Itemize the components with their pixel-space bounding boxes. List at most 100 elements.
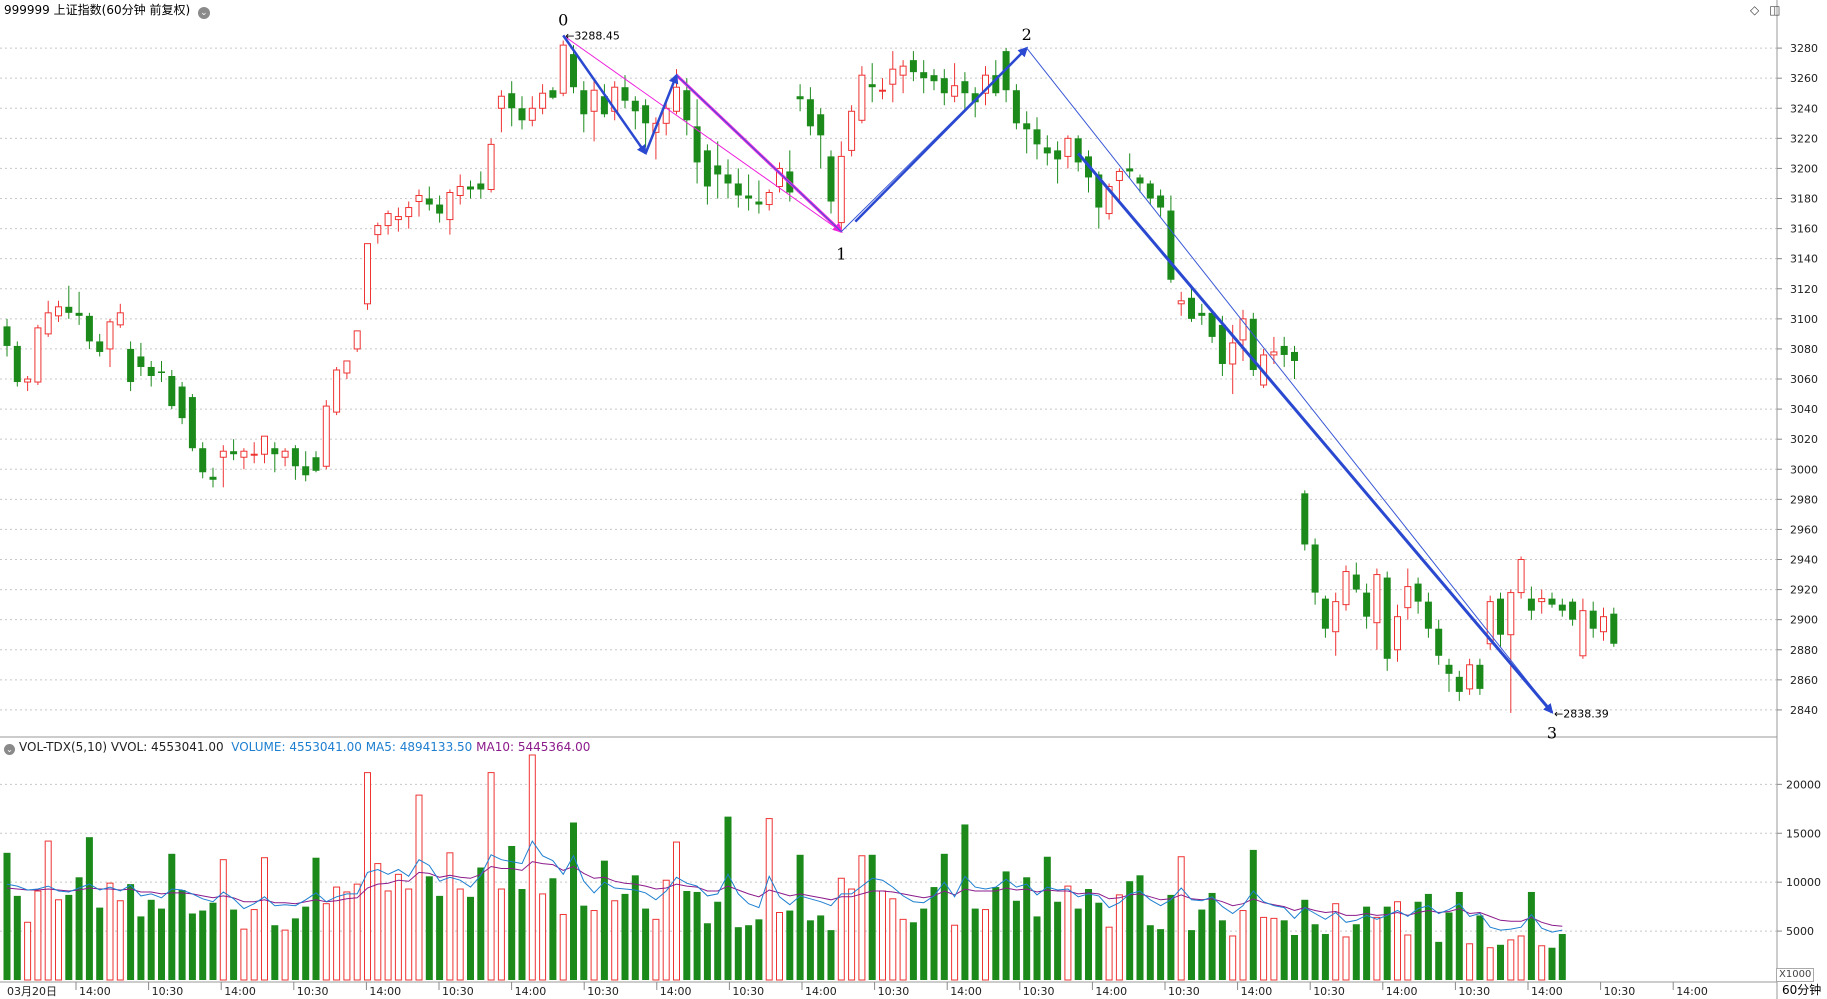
candle [1589, 601, 1597, 638]
volume-bar [1043, 856, 1051, 980]
volume-bar [116, 900, 124, 981]
price-tick-label: 2940 [1790, 554, 1818, 567]
diamond-icon[interactable]: ◇ [1750, 3, 1760, 17]
volume-bar [456, 888, 464, 981]
candle [158, 360, 165, 383]
volume-bar [734, 927, 742, 980]
price-axis: 2840 2860 2880 2900 2920 2940 2960 2980 3000 3020… [1777, 42, 1818, 717]
volume-bar [662, 879, 670, 981]
candle [755, 180, 763, 214]
candle-body [951, 85, 959, 97]
volume-bar [1538, 945, 1546, 981]
candle [539, 84, 547, 115]
volume-bar [508, 845, 516, 980]
candle-body [384, 213, 392, 227]
candle-body [1321, 598, 1329, 629]
candle-body [827, 156, 835, 202]
candle [714, 141, 722, 199]
candle-body [147, 366, 155, 377]
volume-bar [65, 894, 73, 980]
candle [405, 201, 413, 229]
candle [384, 210, 392, 235]
candle-body [374, 225, 382, 236]
candle-body [487, 143, 495, 190]
candle-body [1198, 312, 1206, 316]
candle [75, 291, 83, 325]
candle-body [1095, 174, 1103, 208]
candle-body [353, 330, 361, 350]
volume-bar [1012, 900, 1020, 980]
volume-bar [1424, 893, 1432, 980]
candle [1177, 291, 1185, 316]
candle [580, 81, 588, 133]
candle [353, 330, 361, 352]
price-tick-label: 3220 [1790, 132, 1818, 145]
volume-bar [1229, 935, 1237, 981]
volume-bar [724, 816, 732, 980]
candle-body [1589, 610, 1597, 629]
candle-body [1455, 676, 1463, 692]
candle [837, 141, 845, 232]
price-tick-label: 2900 [1790, 614, 1818, 627]
volume-bar [34, 890, 42, 981]
volume-bar [168, 853, 176, 980]
candle-body [1043, 147, 1051, 154]
volume-bar [1445, 912, 1453, 980]
candle-body [1239, 318, 1247, 341]
candle [1579, 598, 1587, 659]
candle [209, 467, 217, 488]
volume-bar [1054, 901, 1062, 980]
candle [631, 96, 639, 130]
volume-bar [1002, 871, 1010, 980]
candle-body [1270, 351, 1278, 356]
chevron-down-icon[interactable]: ⌄ [4, 744, 15, 755]
candle-body [817, 114, 825, 136]
candle-body [322, 405, 330, 467]
candle-body [1445, 664, 1453, 674]
candle [1012, 84, 1020, 130]
volume-bar [796, 854, 804, 980]
candle [1198, 303, 1206, 325]
volume-bar [415, 794, 423, 981]
candle [1404, 568, 1412, 620]
candle [1311, 538, 1319, 605]
volume-bar [291, 918, 299, 980]
volume-bar [776, 912, 783, 981]
candle-body [1404, 586, 1412, 609]
candle-body [1115, 170, 1123, 181]
time-tick-label: 10:30 [1604, 985, 1636, 998]
candle [1527, 586, 1535, 620]
candle [1600, 607, 1607, 641]
candle-body [271, 448, 279, 455]
candle [827, 150, 835, 214]
ma5-value: MA5: 4894133.50 [365, 740, 473, 754]
candle-body [930, 75, 938, 82]
window-icon[interactable]: ◫ [1769, 3, 1781, 17]
volume-bar [158, 908, 165, 980]
candle [1085, 150, 1092, 193]
volume-bar [745, 925, 753, 980]
candle [219, 445, 227, 488]
candle-body [44, 312, 52, 335]
volume-bar [446, 852, 454, 981]
volume-bar [559, 913, 567, 981]
candle-body [456, 185, 464, 197]
volume-bar [1167, 894, 1175, 980]
candle-body [1208, 312, 1216, 337]
volume-bar [703, 923, 711, 980]
chevron-down-icon[interactable]: ⌄ [197, 7, 210, 19]
candle [1218, 315, 1226, 377]
candle [518, 96, 526, 130]
price-tick-label: 2840 [1790, 704, 1818, 717]
candle-body [714, 165, 722, 175]
candle [621, 75, 629, 109]
candle-body [1600, 616, 1607, 633]
candle-body [879, 89, 886, 92]
time-tick-label: 14:00 [1241, 985, 1273, 998]
period-label[interactable]: 60分钟 [1782, 983, 1822, 997]
candle-body [734, 183, 742, 196]
candle [44, 300, 52, 337]
volume-bar [1074, 908, 1082, 980]
candle-body [1558, 604, 1566, 611]
candle [425, 186, 433, 211]
